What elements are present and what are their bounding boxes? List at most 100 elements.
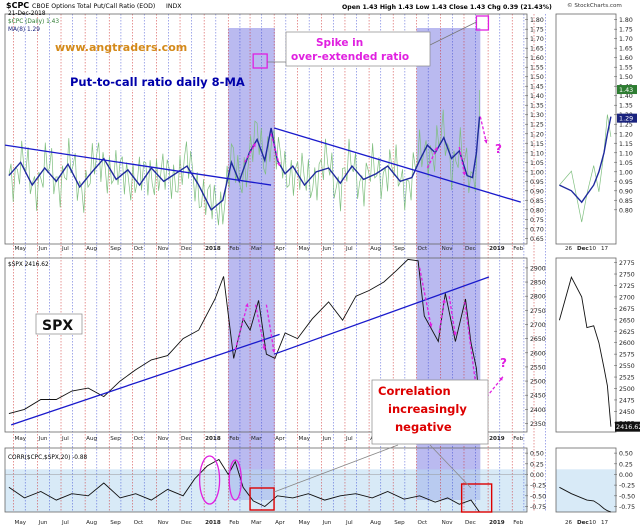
y-tick-label: 1.65 xyxy=(619,46,633,53)
x-tick-label: Jul xyxy=(61,520,69,526)
y-tick-label: -0.25 xyxy=(530,483,546,490)
y-tick-label: 0.95 xyxy=(530,179,544,186)
y-tick-label: 2900 xyxy=(530,265,546,272)
y-tick-label: 2800 xyxy=(530,294,546,301)
spx-label: SPX xyxy=(42,318,73,334)
y-tick-label: 2575 xyxy=(619,352,635,359)
x-tick-label: Nov xyxy=(442,246,454,252)
x-tick-label: Aug xyxy=(86,246,97,252)
chart-date: 21-Dec-2018 xyxy=(8,11,46,17)
x-tick-label: Sep xyxy=(110,246,121,252)
x-tick-label: Oct xyxy=(134,436,144,442)
y-tick-label: 0.50 xyxy=(619,451,633,458)
y-tick-label: 1.80 xyxy=(619,17,633,24)
spx-zoom-y-axis: 2425245024752500252525502575260026252650… xyxy=(614,260,635,427)
x-tick-label: Dec xyxy=(465,520,476,526)
arrow-head xyxy=(499,376,503,381)
cpc-legend-ma: MA(8) 1.29 xyxy=(8,27,40,33)
y-tick-label: 2700 xyxy=(619,294,635,301)
x-tick-label: Dec xyxy=(181,520,192,526)
corr-y-axis: -0.75 -0.50 -0.25 0.00 0.25 0.50 xyxy=(525,451,546,511)
x-tick-label: Sep xyxy=(110,436,121,442)
y-tick-label: 0.25 xyxy=(530,461,544,468)
y-tick-label: 1.35 xyxy=(619,103,633,110)
x-tick-label: May xyxy=(299,520,311,526)
y-tick-label: 0.90 xyxy=(530,188,544,195)
y-tick-label: 2650 xyxy=(619,317,635,324)
x-tick-label: Feb xyxy=(513,436,523,442)
site-watermark: www.angtraders.com xyxy=(55,41,187,54)
x-tick-label: 2019 xyxy=(489,520,505,526)
y-tick-label: 1.20 xyxy=(619,131,633,138)
y-tick-label: 0.85 xyxy=(530,198,544,205)
y-tick-label: 1.60 xyxy=(530,55,544,62)
cpc-value-badge xyxy=(617,113,637,123)
y-tick-label: 2500 xyxy=(619,386,635,393)
y-tick-label: 2475 xyxy=(619,397,635,404)
arrow-head xyxy=(271,349,276,353)
ohlc-readout: Open 1.43 High 1.43 Low 1.43 Close 1.43 … xyxy=(342,4,552,11)
y-tick-label: 1.15 xyxy=(530,141,544,148)
x-tick-label: Jun xyxy=(322,246,332,252)
y-tick-label: 1.25 xyxy=(530,122,544,129)
x-tick-label: Feb xyxy=(513,246,523,252)
arrow-head xyxy=(483,139,488,144)
zoom-x-axis-labels-1: 26 Dec 10 17 xyxy=(565,246,609,252)
y-tick-label: 0.75 xyxy=(530,217,544,224)
arrow-head xyxy=(262,346,266,350)
spx-zoom-frame xyxy=(555,257,617,433)
zoom-x-tick-label: 17 xyxy=(601,520,609,526)
x-tick-label: Mar xyxy=(251,436,262,442)
x-tick-label: Oct xyxy=(418,520,428,526)
x-tick-label: May xyxy=(15,436,27,442)
trend-arrow-10 xyxy=(438,298,446,334)
arrow-head xyxy=(442,299,446,303)
arrow-head xyxy=(252,143,256,148)
y-tick-label: 1.50 xyxy=(530,74,544,81)
y-tick-label: 1.75 xyxy=(530,27,544,34)
zoom-x-tick-label: 10 xyxy=(589,246,597,252)
corr-callout-line-1: Correlation xyxy=(378,384,451,398)
arrow-head xyxy=(276,162,281,167)
y-tick-label: 2750 xyxy=(530,308,546,315)
y-tick-label: -0.25 xyxy=(619,483,635,490)
y-tick-label: 2850 xyxy=(530,280,546,287)
corr-panel-frame xyxy=(4,447,528,513)
x-tick-label: 2018 xyxy=(205,436,221,442)
y-tick-label: 1.30 xyxy=(530,112,544,119)
x-tick-label: Aug xyxy=(370,246,381,252)
y-tick-label: 1.05 xyxy=(530,160,544,167)
corr-callout-line-2: increasingly xyxy=(388,402,467,416)
y-tick-label: 2775 xyxy=(619,260,635,267)
y-tick-label: 0.00 xyxy=(619,472,633,479)
corr-zoom-frame xyxy=(555,447,617,513)
spike-leader-2 xyxy=(429,21,477,46)
corr-red-box-2 xyxy=(460,483,493,513)
x-tick-label: Apr xyxy=(275,246,285,252)
x-tick-label: Sep xyxy=(394,520,405,526)
zoom-x-tick-label: Dec xyxy=(577,520,589,526)
y-tick-label: 0.90 xyxy=(619,188,633,195)
zoom-cpc-daily-line xyxy=(559,114,612,223)
y-tick-label: 1.55 xyxy=(619,65,633,72)
y-tick-label: 2700 xyxy=(530,322,546,329)
x-tick-label: Oct xyxy=(418,246,428,252)
x-tick-label: Jul xyxy=(61,246,69,252)
cpc-value-badge xyxy=(617,85,637,95)
x-tick-label: Aug xyxy=(86,436,97,442)
highlight-band-1 xyxy=(228,28,275,500)
spike-box-mar xyxy=(252,53,268,69)
y-tick-label: 0.70 xyxy=(530,226,544,233)
spx-legend: $SPX 2416.62 xyxy=(8,262,49,268)
x-tick-label: Jun xyxy=(38,520,48,526)
corr-red-box-1 xyxy=(249,487,275,511)
zoom-x-axis-labels-2: 26 Dec 10 17 xyxy=(565,520,609,526)
x-tick-label: Dec xyxy=(465,246,476,252)
y-tick-label: -0.75 xyxy=(530,504,546,511)
arrow-head xyxy=(462,171,466,176)
trend-arrow-6 xyxy=(234,303,249,351)
ma-title-label: Put-to-call ratio daily 8-MA xyxy=(70,75,245,89)
y-tick-label: 2650 xyxy=(530,336,546,343)
trend-arrow-11 xyxy=(448,296,457,336)
x-tick-label: Apr xyxy=(275,520,285,526)
